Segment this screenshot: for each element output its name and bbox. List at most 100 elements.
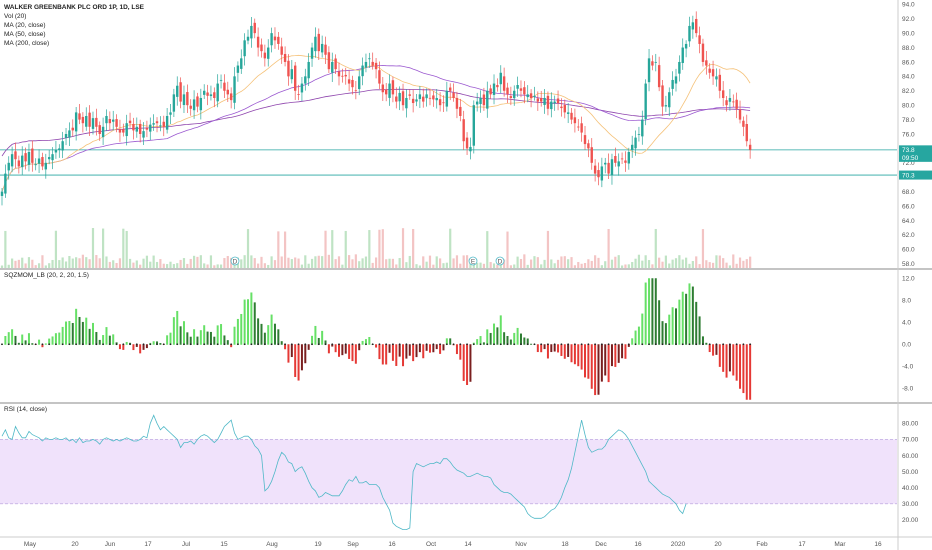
candle-body [14, 151, 17, 160]
candle-body [71, 127, 74, 131]
candle [300, 77, 304, 102]
sqz-bar [324, 340, 327, 345]
volume-bar [64, 261, 68, 268]
sqz-dot [695, 343, 698, 346]
volume-bar [321, 256, 324, 268]
legend-sqz: SQZMOM_LB (20, 2, 20, 1.5) [4, 272, 89, 279]
volume-bar [418, 265, 421, 268]
sqz-bar [422, 344, 425, 359]
sqz-bar [482, 342, 485, 345]
sqz-bar [462, 344, 465, 381]
sqz-bar [65, 321, 68, 345]
sqz-bar [466, 344, 469, 386]
candle-body [695, 18, 698, 34]
candle-body [61, 141, 64, 151]
candle-body [472, 105, 475, 146]
sqz-dot [371, 343, 374, 346]
candle [317, 28, 320, 61]
volume-bar [513, 264, 516, 268]
volume-bar [408, 255, 411, 268]
candle-body [280, 46, 283, 55]
candle [580, 116, 583, 142]
candle [546, 91, 550, 116]
candle-body [735, 99, 738, 109]
candle-body [384, 89, 388, 95]
volume-bar [742, 260, 745, 268]
sqz-bar [95, 332, 98, 345]
candle [263, 44, 267, 67]
candle [415, 93, 418, 107]
sqz-dot [344, 343, 347, 346]
candle [462, 110, 465, 151]
volume-bar [590, 260, 593, 268]
sqz-bar [156, 341, 159, 345]
volume-bar [711, 262, 715, 268]
candle-body [398, 92, 401, 102]
sqz-bar [459, 344, 462, 360]
candle-body [405, 97, 408, 109]
volume-bar [668, 263, 671, 268]
volume-bar [260, 256, 263, 268]
volume-bar [21, 257, 24, 268]
sqz-bar [624, 344, 627, 359]
volume-bar [290, 259, 293, 268]
price-tick-label: 64.0 [902, 218, 915, 225]
price-tick-label: 80.0 [902, 102, 915, 109]
event-label: D [233, 258, 238, 265]
candle [597, 162, 600, 186]
candle [577, 119, 580, 131]
sqz-bar [695, 301, 698, 345]
candle [270, 27, 273, 53]
candle [58, 144, 61, 158]
candle [681, 38, 684, 70]
candle [506, 82, 509, 103]
candle [54, 140, 58, 159]
sqz-dot [230, 343, 233, 346]
volume-bar [425, 261, 428, 268]
candle-body [641, 119, 644, 137]
candle [509, 86, 513, 106]
candle [583, 125, 587, 150]
candle [395, 87, 398, 109]
sqz-bar [439, 344, 442, 354]
candle [122, 123, 125, 137]
sqz-tick-label: -4.0 [902, 364, 914, 371]
candle-body [213, 92, 216, 98]
sqz-bar [311, 335, 314, 345]
sqz-bar [388, 344, 391, 353]
sqz-dot [365, 343, 367, 346]
sqz-bar [570, 344, 573, 363]
sqz-dot [270, 343, 273, 346]
candle [159, 116, 162, 132]
volume-bar [152, 255, 155, 268]
sqz-bar [445, 338, 448, 345]
volume-bar [728, 265, 732, 268]
candle [108, 111, 112, 130]
volume-bar [179, 259, 182, 268]
sqz-bar [553, 344, 556, 352]
volume-bar [341, 264, 344, 268]
sqz-bar [145, 344, 148, 349]
volume-bar [432, 264, 435, 268]
candle-body [543, 97, 546, 105]
candle-body [600, 166, 604, 181]
volume-bar [162, 263, 165, 268]
candle-body [553, 101, 556, 104]
candle [563, 99, 566, 119]
candle-body [597, 170, 600, 178]
candle-body [502, 76, 506, 91]
candle [519, 80, 523, 98]
candle [277, 32, 280, 50]
candle-body [374, 62, 378, 70]
candle-body [593, 165, 597, 174]
sqz-dot [526, 343, 529, 346]
sqz-bar [196, 336, 199, 345]
sqz-bar [671, 307, 674, 345]
candle [10, 146, 14, 173]
sqz-dot [385, 343, 388, 346]
candle-body [7, 162, 10, 171]
candle [78, 104, 81, 125]
candle [0, 188, 4, 206]
sqz-bar [685, 293, 688, 345]
